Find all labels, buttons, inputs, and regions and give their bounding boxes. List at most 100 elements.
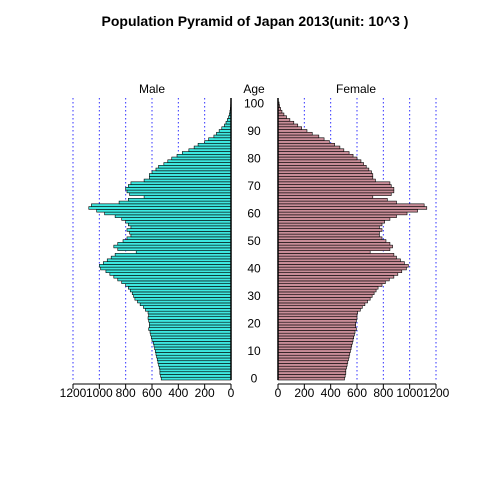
male-bar xyxy=(149,330,232,334)
female-bar xyxy=(277,247,391,251)
female-bar xyxy=(277,145,341,150)
female-bar xyxy=(277,129,308,133)
female-bar xyxy=(277,118,291,122)
male-bar xyxy=(137,299,232,304)
male-x-tick-label: 400 xyxy=(168,386,188,400)
female-bar xyxy=(277,184,392,188)
male-bar xyxy=(154,349,232,353)
male-bar xyxy=(171,156,232,161)
age-tick-label: 0 xyxy=(251,372,258,386)
female-bar xyxy=(277,214,397,218)
male-bar xyxy=(143,178,232,183)
axes xyxy=(72,98,437,389)
male-bar xyxy=(99,264,232,268)
female-bar xyxy=(277,354,350,359)
male-bar xyxy=(213,134,232,139)
male-bar xyxy=(134,297,232,301)
female-bar xyxy=(277,148,345,152)
female-bar xyxy=(277,126,303,130)
male-x-tick-label: 800 xyxy=(116,386,136,400)
female-bar xyxy=(277,341,353,345)
chart-title: Population Pyramid of Japan 2013(unit: 1… xyxy=(102,13,409,29)
male-bar xyxy=(126,236,232,240)
female-bar xyxy=(277,272,399,276)
female-x-tick-label: 0 xyxy=(275,386,282,400)
female-x-tick-label: 1000 xyxy=(396,386,423,400)
age-tick-label: 90 xyxy=(247,124,261,138)
male-bar xyxy=(126,189,232,194)
female-bar xyxy=(277,365,347,370)
male-bar xyxy=(130,225,232,229)
male-bar xyxy=(150,332,232,337)
age-tick-label: 80 xyxy=(247,151,261,165)
male-bar xyxy=(225,120,232,125)
male-bar xyxy=(110,255,232,260)
female-bar xyxy=(277,255,397,260)
female-bar xyxy=(277,360,349,364)
female-bar xyxy=(277,352,351,356)
female-bar xyxy=(277,244,393,249)
male-panel-label: Male xyxy=(139,82,165,96)
male-bar xyxy=(149,176,232,180)
male-bar xyxy=(147,310,232,315)
female-bar xyxy=(277,321,356,326)
male-bar xyxy=(113,244,232,249)
female-bar xyxy=(277,203,425,207)
female-x-tick-label: 600 xyxy=(347,386,367,400)
male-bar xyxy=(114,214,232,218)
female-bar xyxy=(277,217,391,221)
female-bar xyxy=(277,156,358,161)
female-bar xyxy=(277,376,345,381)
male-bar xyxy=(149,321,232,326)
female-bar xyxy=(277,368,347,373)
age-tick-label: 30 xyxy=(247,289,261,303)
female-x-tick-label: 200 xyxy=(294,386,314,400)
female-bar xyxy=(277,159,362,163)
female-bar xyxy=(277,195,374,199)
female-bar xyxy=(277,371,347,375)
male-bar xyxy=(128,222,232,227)
female-bar xyxy=(277,211,408,216)
tick-labels: 1200 1000 800 600 400 200 0 0 200 400 600 800 1000 12… xyxy=(60,96,450,400)
male-bar xyxy=(153,341,232,345)
age-tick-label: 100 xyxy=(244,96,264,110)
male-bar xyxy=(204,140,232,144)
male-bar xyxy=(121,217,232,221)
female-bar xyxy=(277,266,407,271)
female-bar xyxy=(277,332,355,337)
female-bar xyxy=(277,316,358,320)
male-bar xyxy=(121,280,232,284)
male-bar xyxy=(122,239,232,243)
female-bar xyxy=(277,258,401,262)
female-bar xyxy=(277,261,405,265)
male-bar xyxy=(149,324,232,329)
male-bar xyxy=(158,363,232,367)
female-bar xyxy=(277,286,379,290)
male-bar xyxy=(148,319,232,323)
male-bar xyxy=(167,159,232,163)
male-bar xyxy=(128,198,232,202)
female-bar xyxy=(277,242,391,246)
female-bar xyxy=(277,120,295,125)
male-bar xyxy=(117,242,232,246)
female-bar xyxy=(277,275,395,279)
female-bar xyxy=(277,363,348,367)
male-bar xyxy=(221,126,232,130)
female-bar xyxy=(277,178,376,183)
male-x-tick-label: 1000 xyxy=(86,386,113,400)
female-bar xyxy=(277,299,368,304)
female-bar xyxy=(277,176,374,180)
age-tick-label: 20 xyxy=(247,317,261,331)
male-bar xyxy=(128,184,232,188)
male-bar xyxy=(125,283,232,287)
male-x-tick-label: 600 xyxy=(142,386,162,400)
female-bar xyxy=(277,236,383,240)
male-bar xyxy=(130,233,232,238)
female-bar xyxy=(277,231,380,235)
male-bars xyxy=(88,101,232,381)
male-bar xyxy=(158,365,232,370)
male-bar xyxy=(159,368,232,373)
male-bar xyxy=(208,137,232,141)
male-bar xyxy=(155,352,232,356)
age-axis-label: Age xyxy=(243,82,265,96)
